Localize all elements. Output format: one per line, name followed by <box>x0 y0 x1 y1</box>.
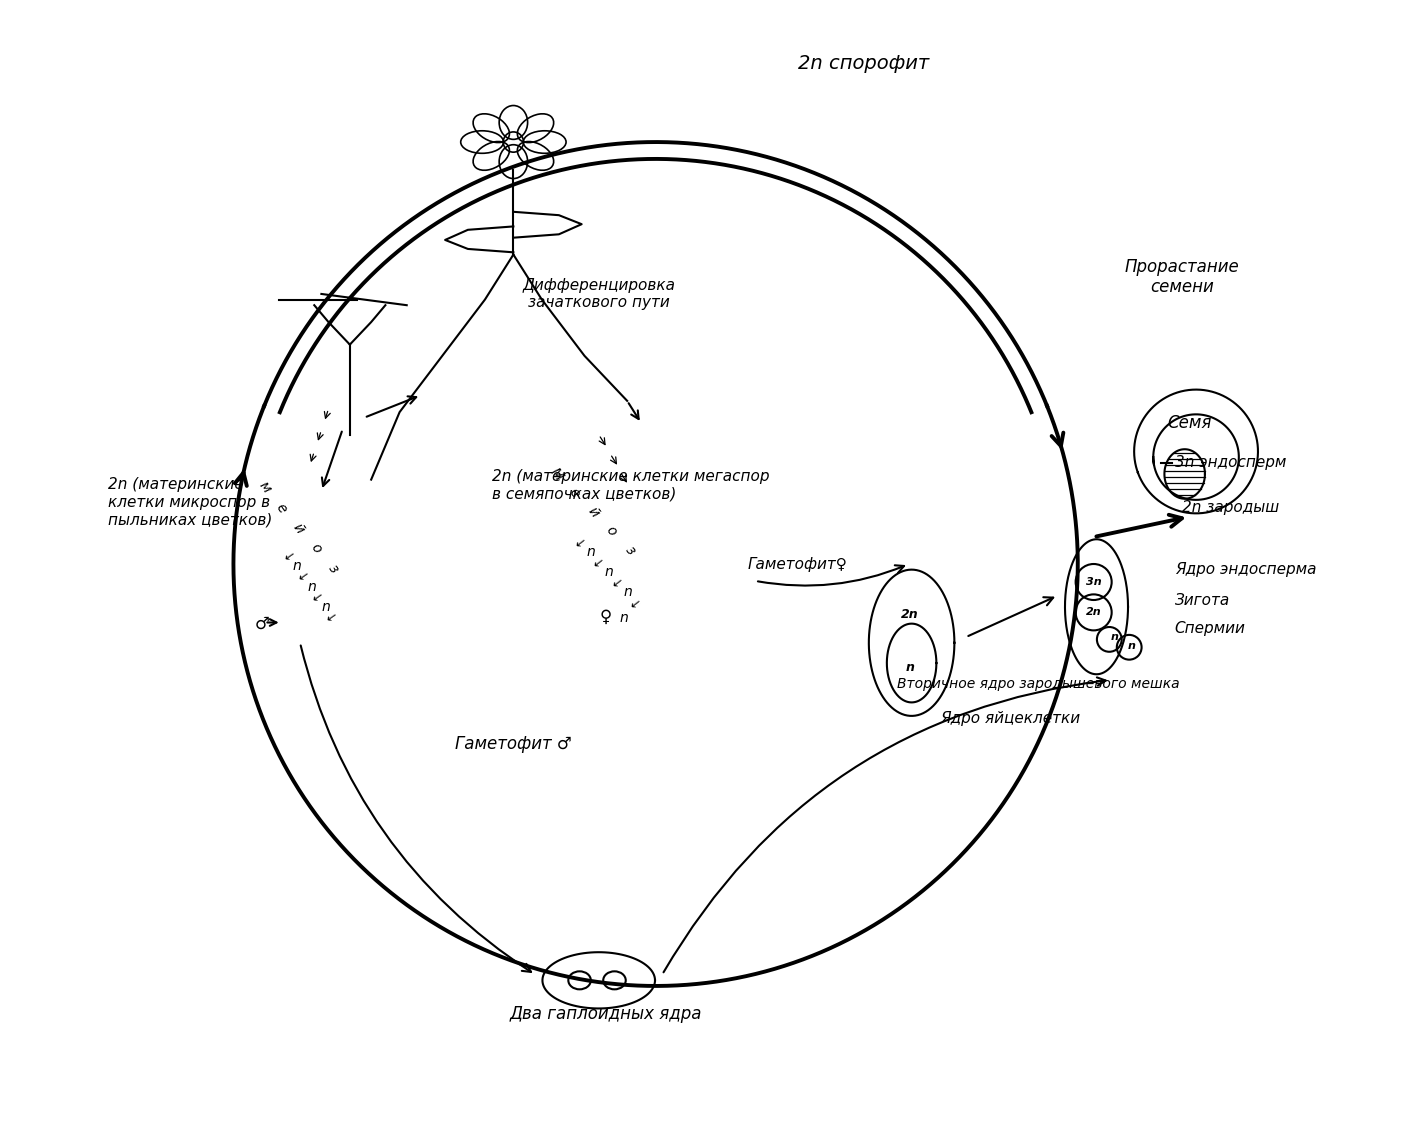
Text: Спермии: Спермии <box>1174 620 1245 636</box>
Text: ↓: ↓ <box>321 611 336 627</box>
Text: й: й <box>291 520 306 536</box>
Text: ↓: ↓ <box>587 557 604 573</box>
Text: ↓: ↓ <box>569 537 586 553</box>
Text: е: е <box>274 500 289 515</box>
Text: n: n <box>306 580 316 593</box>
Text: n: n <box>1129 641 1136 651</box>
Text: 2n: 2n <box>902 608 919 622</box>
Text: ↓: ↓ <box>292 571 308 587</box>
Text: n: n <box>321 600 331 614</box>
Text: Гаметофит ♂: Гаметофит ♂ <box>455 735 571 754</box>
Text: Дифференцировка
зачаткового пути: Дифференцировка зачаткового пути <box>522 277 675 310</box>
Text: n: n <box>624 585 633 599</box>
Text: Два гаплоидных ядра: Два гаплоидных ядра <box>510 1005 703 1023</box>
Text: n: n <box>292 559 302 573</box>
Text: 2n спорофит: 2n спорофит <box>798 54 929 73</box>
Text: 2n (материнские клетки мегаспор
в семяпочках цветков): 2n (материнские клетки мегаспор в семяпо… <box>492 469 770 502</box>
Text: о: о <box>308 540 323 556</box>
Text: ↓: ↓ <box>606 578 623 593</box>
Text: о: о <box>603 523 620 539</box>
Text: 3n: 3n <box>1086 578 1102 587</box>
Text: 2n (материнские
клетки микроспор в
пыльниках цветков): 2n (материнские клетки микроспор в пыльн… <box>108 477 272 527</box>
Text: ↓: ↓ <box>278 550 294 566</box>
Text: Прорастание
семени: Прорастание семени <box>1124 257 1240 297</box>
Text: Ядро эндосперма: Ядро эндосперма <box>1174 562 1317 578</box>
Text: Ядро яйцеклетки: Ядро яйцеклетки <box>940 711 1080 725</box>
Text: n: n <box>906 661 915 675</box>
Text: ♂: ♂ <box>254 615 269 633</box>
Text: n: n <box>1112 632 1119 642</box>
Text: Семя: Семя <box>1167 414 1213 432</box>
Text: n: n <box>620 611 628 625</box>
Text: М: М <box>547 465 566 483</box>
Text: з: з <box>623 544 638 557</box>
Text: 2n: 2n <box>1086 607 1102 617</box>
Text: Гаметофит♀: Гаметофит♀ <box>748 556 848 572</box>
Text: ↓: ↓ <box>624 598 641 614</box>
Text: Зигота: Зигота <box>1174 592 1230 608</box>
Text: 2n зародыш: 2n зародыш <box>1181 500 1280 515</box>
Text: 3n эндосперм: 3n эндосперм <box>1174 456 1287 470</box>
Text: n: n <box>587 545 596 558</box>
Text: з: з <box>325 562 341 575</box>
Text: Вторичное ядро зародышевого мешка: Вторичное ядро зародышевого мешка <box>898 678 1180 691</box>
Text: м: м <box>255 479 274 496</box>
Text: n: n <box>606 565 614 579</box>
Text: ↓: ↓ <box>306 591 322 607</box>
Text: й: й <box>584 504 601 520</box>
Text: е: е <box>566 485 583 501</box>
Text: ♀: ♀ <box>600 608 611 626</box>
